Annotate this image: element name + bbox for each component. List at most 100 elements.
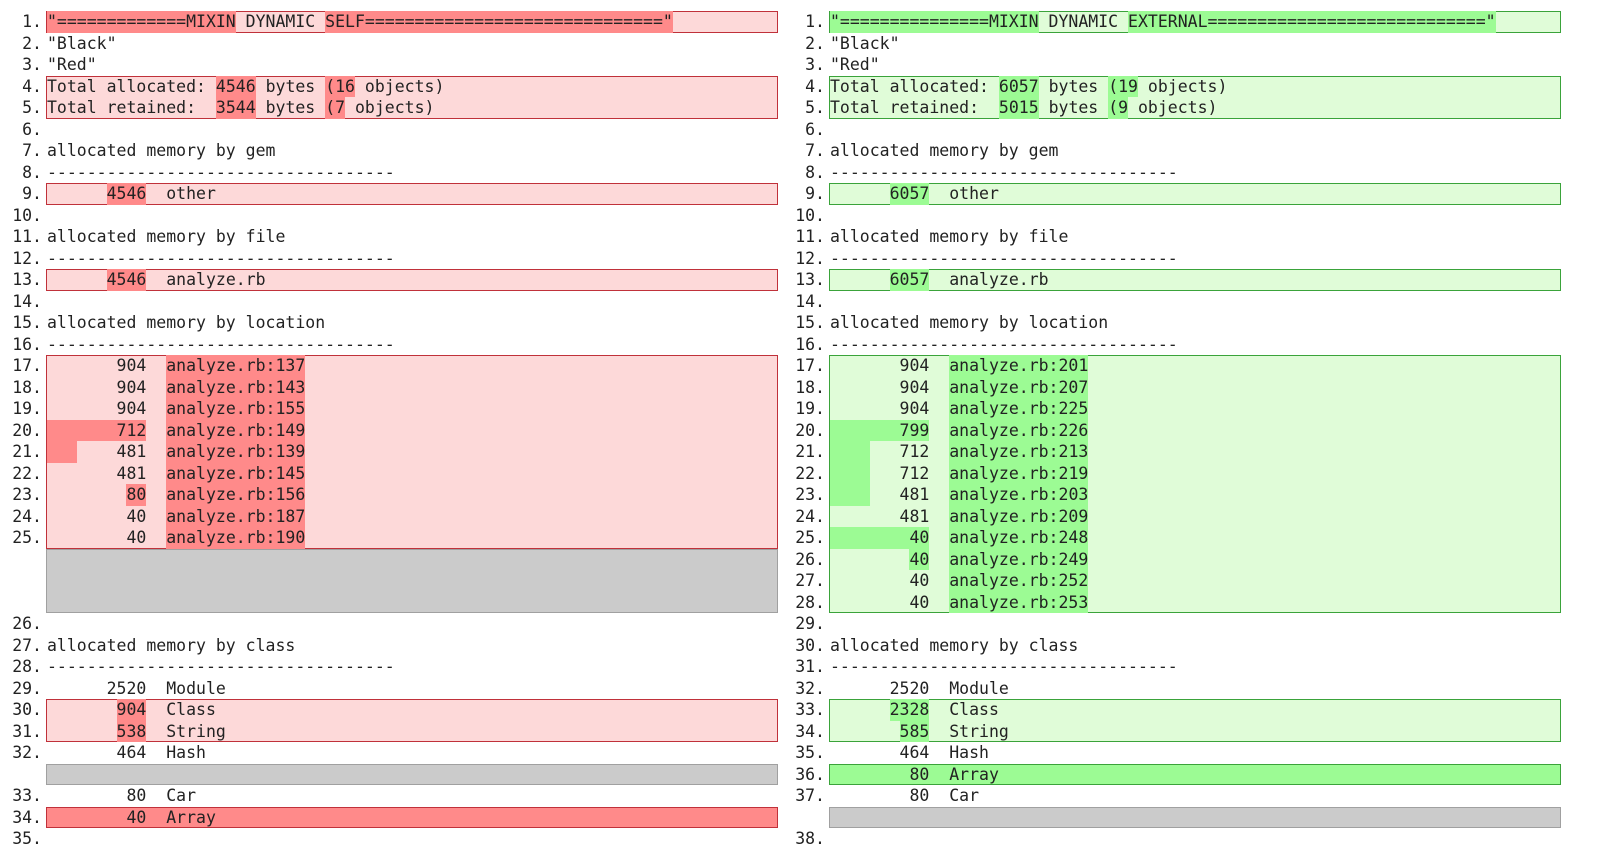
diff-line: 9. 4546 other (0, 183, 790, 205)
highlight-text: analyze.rb:253 (949, 591, 1089, 613)
diff-line: 13. 6057 analyze.rb (783, 269, 1573, 291)
highlight-text: analyze.rb:201 (949, 355, 1089, 377)
highlight-text: analyze.rb:249 (949, 548, 1089, 570)
text-segment (47, 699, 117, 721)
text-segment: other (146, 184, 216, 203)
diff-line: 19. 904 analyze.rb:155 (0, 398, 790, 420)
line-number: 24. (795, 506, 825, 526)
diff-line: 32. 464 Hash (0, 742, 790, 764)
line-text: 904 analyze.rb:201 (830, 355, 1089, 377)
line-number: 5. (22, 98, 42, 117)
highlight-text: analyze.rb:137 (166, 355, 306, 377)
diff-line: 16. ----------------------------------- (0, 334, 790, 356)
change-block (46, 269, 778, 291)
diff-line: 18. 904 analyze.rb:207 (783, 376, 1573, 398)
line-text: "Black" (830, 33, 900, 55)
text-segment: bytes (255, 76, 326, 96)
line-number: 7. (805, 141, 825, 160)
line-number: 11. (795, 227, 825, 246)
diff-line: 2. "Black" (783, 33, 1573, 55)
diff-line: 30. allocated memory by class (783, 635, 1573, 657)
line-number: 2. (805, 33, 825, 53)
highlight-text: analyze.rb:149 (166, 419, 306, 441)
highlight-text: analyze.rb:207 (949, 376, 1089, 398)
line-text: 481 analyze.rb:139 (47, 441, 306, 463)
highlight-text: 80 (126, 484, 147, 506)
line-text: allocated memory by gem (47, 140, 275, 162)
change-block (829, 75, 1561, 119)
line-number: 18. (795, 377, 825, 397)
diff-line: 3. "Red" (0, 54, 790, 76)
highlight-text: analyze.rb:145 (166, 462, 306, 484)
line-number: 12. (795, 248, 825, 268)
change-block (829, 269, 1561, 291)
line-number: 29. (12, 678, 42, 698)
diff-line: 18. 904 analyze.rb:143 (0, 376, 790, 398)
diff-line: 4. Total allocated: 4546 bytes (16 object… (0, 75, 790, 97)
diff-line: 8. ----------------------------------- (0, 162, 790, 184)
line-number: 32. (795, 678, 825, 698)
text-segment: Class (929, 700, 999, 719)
diff-line: 9. 6057 other (783, 183, 1573, 205)
line-number: 24. (12, 506, 42, 526)
text-segment: Class (146, 700, 216, 719)
line-number: 18. (12, 377, 42, 397)
line-number: 4. (22, 76, 42, 96)
line-text: 712 analyze.rb:219 (830, 462, 1089, 484)
text-segment: analyze.rb (929, 270, 1049, 289)
line-number: 19. (795, 399, 825, 418)
line-number: 33. (795, 700, 825, 719)
diff-line: 33. 2328 Class (783, 699, 1573, 721)
text-segment: bytes (255, 98, 326, 117)
line-text: 904 analyze.rb:137 (47, 355, 306, 377)
line-number: 2. (22, 33, 42, 53)
text-segment: 712 (869, 463, 950, 483)
highlight-text: EXTERNAL============================" (1128, 11, 1496, 33)
text-segment: String (146, 721, 226, 741)
line-number: 3. (22, 55, 42, 74)
filler-block (829, 806, 1561, 828)
line-number: 34. (12, 807, 42, 827)
line-text: 904 Class (47, 699, 216, 721)
line-number: 16. (795, 334, 825, 354)
text-segment (830, 549, 909, 571)
highlight-text: 712 (47, 419, 147, 441)
line-number: 23. (12, 485, 42, 504)
diff-line: 37. 80 Car (783, 785, 1573, 807)
change-block (46, 183, 778, 205)
text-segment: 904 (830, 377, 950, 397)
line-number: 26. (12, 614, 42, 633)
line-text: 799 analyze.rb:226 (830, 419, 1089, 441)
line-number: 21. (12, 442, 42, 461)
line-text: 481 analyze.rb:145 (47, 462, 306, 484)
line-text: 40 analyze.rb:248 (830, 527, 1089, 549)
line-number: 17. (795, 356, 825, 375)
line-number: 30. (12, 700, 42, 719)
line-number: 36. (795, 764, 825, 784)
line-text: 80 analyze.rb:156 (47, 484, 306, 506)
line-number: 14. (12, 291, 42, 311)
text-segment: objects) (345, 98, 435, 117)
highlight-text (47, 441, 77, 463)
line-number: 8. (805, 162, 825, 182)
line-number: 10. (12, 205, 42, 225)
highlight-text: 2328 (889, 699, 930, 721)
diff-line: 20. 799 analyze.rb:226 (783, 419, 1573, 441)
line-number: 26. (795, 549, 825, 569)
text-segment: allocated memory by class (47, 635, 296, 655)
text-segment: allocated memory by location (830, 313, 1109, 332)
highlight-text (830, 441, 870, 463)
diff-line: 4. Total allocated: 6057 bytes (19 object… (783, 75, 1573, 97)
text-segment: 40 (47, 528, 167, 547)
highlight-text: 6057 (998, 75, 1039, 97)
highlight-text: 5015 (998, 97, 1039, 119)
diff-line: 26. 40 analyze.rb:249 (783, 548, 1573, 571)
highlight-text: (19 (1108, 75, 1138, 97)
text-segment: ----------------------------------- (830, 334, 1178, 354)
line-text: "Red" (830, 54, 880, 76)
highlight-text: (7 (325, 97, 346, 119)
text-segment: Total allocated: (47, 76, 216, 96)
line-text: Total allocated: 4546 bytes (16 objects) (47, 75, 444, 97)
left-pane: 1. "=============MIXIN DYNAMIC SELF======… (0, 0, 790, 850)
text-segment: ----------------------------------- (830, 162, 1178, 182)
